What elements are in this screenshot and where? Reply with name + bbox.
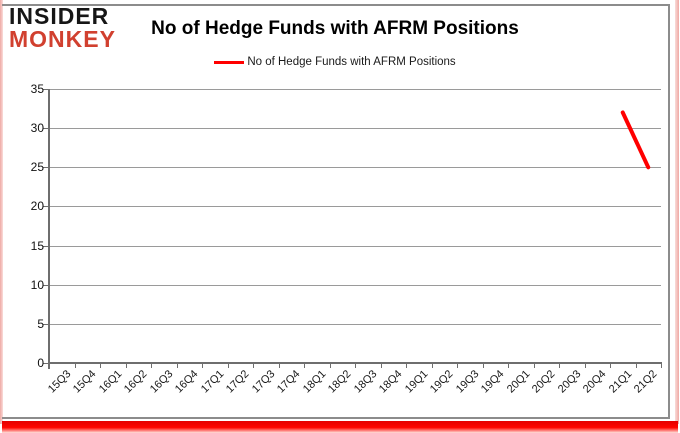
y-axis-label: 20 [30,199,44,213]
x-axis-label-text: 16Q3 [147,368,176,396]
x-axis-label-text: 15Q3 [45,368,74,396]
series-line-afrm [620,110,651,170]
legend-label: No of Hedge Funds with AFRM Positions [247,56,456,68]
y-axis-label: 30 [30,121,44,135]
x-axis-label-text: 19Q1 [402,368,431,396]
y-axis-line [48,89,50,369]
x-axis-label-text: 21Q2 [632,368,660,396]
x-axis-label-text: 19Q3 [453,368,482,396]
red-bottom-bar [2,421,678,433]
gridline-y-20 [50,206,661,207]
x-tick [202,363,203,368]
x-tick [126,363,127,368]
x-axis-label-text: 20Q2 [530,368,558,396]
x-axis-label-text: 16Q1 [96,368,125,396]
x-tick [330,363,331,368]
x-axis-label-text: 17Q4 [275,368,303,396]
right-edge-decoration [675,0,679,424]
left-edge-decoration [0,0,3,424]
y-tick-30 [43,128,48,129]
gridline-y-35 [50,89,661,90]
x-axis-label-text: 17Q3 [249,368,278,396]
x-axis-label-text: 20Q4 [581,368,609,396]
x-tick [432,363,433,368]
gridline-y-30 [50,128,661,129]
legend-line-swatch [214,60,245,64]
y-tick-10 [43,285,48,286]
y-axis-label: 25 [30,160,44,174]
x-axis-label-text: 18Q1 [300,368,329,396]
y-tick-35 [43,89,48,90]
x-axis-label-text: 18Q2 [326,368,354,396]
x-tick [559,363,560,368]
logo-word-monkey: MONKEY [9,25,116,52]
x-axis-label-text: 21Q1 [606,368,635,396]
x-axis-label-text: 17Q2 [224,368,252,396]
x-axis-label-text: 18Q4 [377,368,405,396]
x-tick [49,363,50,368]
x-tick [304,363,305,368]
x-tick [610,363,611,368]
y-axis-label: 0 [37,356,44,370]
series-layer [620,110,651,170]
x-axis-label-text: 16Q2 [122,368,150,396]
x-tick [483,363,484,368]
x-tick [406,363,407,368]
x-axis-label-text: 16Q4 [173,368,201,396]
x-tick [381,363,382,368]
y-axis-label: 15 [30,239,44,253]
x-axis-label-text: 20Q1 [504,368,533,396]
x-tick [585,363,586,368]
gridline-y-10 [50,285,661,286]
x-axis-label-text: 19Q2 [428,368,456,396]
x-tick [534,363,535,368]
legend: No of Hedge Funds with AFRM Positions [0,56,670,68]
x-tick [636,363,637,368]
chart-outer-border [2,4,670,419]
y-axis-label: 10 [30,278,44,292]
y-tick-5 [43,324,48,325]
x-tick [177,363,178,368]
x-tick [457,363,458,368]
x-tick [151,363,152,368]
y-tick-0 [43,363,48,364]
y-tick-25 [43,167,48,168]
x-tick [279,363,280,368]
x-tick [253,363,254,368]
x-tick [228,363,229,368]
x-tick [75,363,76,368]
chart-title: No of Hedge Funds with AFRM Positions [151,18,519,39]
x-tick [355,363,356,368]
x-axis-label-text: 18Q3 [351,368,380,396]
gridline-y-25 [50,167,661,168]
y-axis-label: 35 [30,82,44,96]
y-tick-20 [43,206,48,207]
x-tick [508,363,509,368]
x-tick [661,363,662,368]
x-axis-label-text: 15Q4 [71,368,99,396]
y-tick-15 [43,246,48,247]
logo-word-insider: INSIDER [9,3,110,29]
y-axis-label: 5 [37,317,44,331]
x-axis-label-text: 19Q4 [479,368,507,396]
x-axis-label-text: 20Q3 [555,368,584,396]
gridline-y-15 [50,246,661,247]
insider-monkey-logo: INSIDER MONKEY [9,5,116,50]
gridline-y-5 [50,324,661,325]
x-tick [100,363,101,368]
x-axis-label-text: 17Q1 [198,368,227,396]
